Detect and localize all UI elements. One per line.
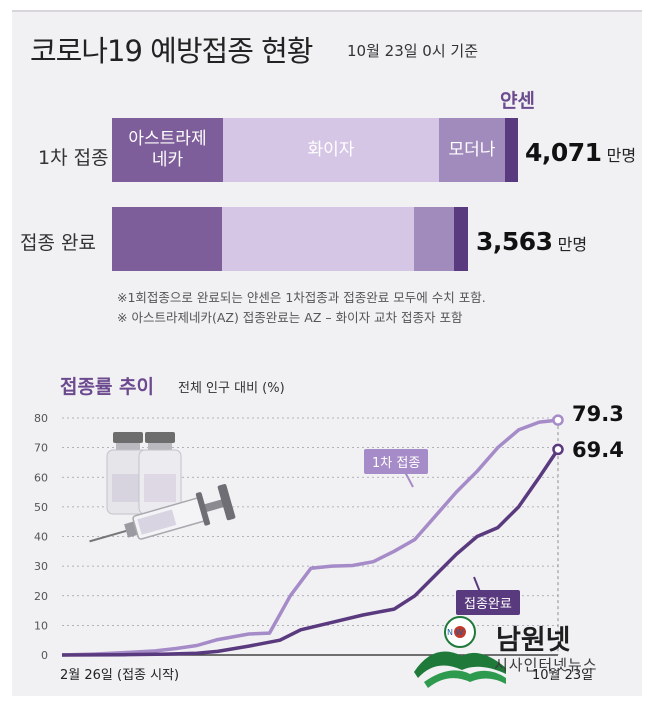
y-tick-label: 50 [34, 501, 48, 514]
syringe-icon [89, 484, 236, 543]
bar-segment-moderna: 모더나 [439, 118, 505, 182]
segment-label-astrazeneca: 아스트라제네카 [128, 129, 207, 170]
segment-label-moderna: 모더나 [448, 139, 496, 160]
total-unit-first-dose: 만명 [606, 146, 637, 165]
x-label-end: 10월 23일 [532, 668, 594, 683]
y-tick-label: 40 [34, 531, 48, 544]
line-chart-title: 접종률 추이 [60, 376, 155, 398]
total-fully-vaccinated: 3,563 만명 [476, 227, 587, 256]
x-label-start: 2월 26일 (접종 시작) [60, 668, 180, 683]
brand-logo: N W [414, 616, 506, 688]
end-value-fully-vaccinated: 69.4 [572, 438, 624, 462]
bar-segment-janssen [505, 118, 518, 182]
bar-row-first-dose: 아스트라제네카 화이자 모더나 [112, 118, 518, 182]
page-title: 코로나19 예방접종 현황 [30, 34, 313, 68]
bar-row-fully-vaccinated [112, 207, 468, 271]
end-value-first-dose: 79.3 [572, 402, 624, 426]
brand-name: 남원넷 [496, 625, 571, 656]
callout-pointer-fully-vaccinated [473, 576, 481, 593]
segment-label-pfizer: 화이자 [307, 139, 355, 160]
callout-fully-vaccinated: 접종완료 [456, 590, 520, 615]
bar-segment-janssen-2 [454, 207, 468, 271]
vial-cap-icon [113, 432, 143, 443]
total-value-first-dose: 4,071 [525, 138, 602, 167]
callout-pointer-first-dose [404, 471, 414, 488]
line-chart-subtitle: 전체 인구 대비 (%) [178, 381, 285, 396]
total-value-fully-vaccinated: 3,563 [476, 227, 553, 256]
bar-segment-pfizer-2 [222, 207, 414, 271]
mountain-icon [414, 651, 506, 678]
note-janssen: ※1회접종으로 완료되는 얀센은 1차접종과 접종완료 모두에 수치 포함. [117, 290, 486, 305]
end-point-first-dose [552, 414, 564, 426]
y-tick-label: 80 [34, 412, 48, 425]
callout-first-dose: 1차 접종 [364, 449, 429, 474]
y-tick-label: 20 [34, 590, 48, 603]
y-tick-label: 70 [34, 442, 48, 455]
vial-cap-icon-2 [145, 432, 175, 443]
bar-segment-astrazeneca: 아스트라제네카 [112, 118, 223, 182]
mountain-icon-2 [424, 670, 506, 688]
segment-label-janssen: 얀센 [500, 90, 535, 112]
row-label-first-dose: 1차 접종 [38, 147, 109, 169]
brand-subtitle: 시사인터넷뉴스 [494, 656, 598, 674]
total-first-dose: 4,071 만명 [525, 138, 636, 167]
line-series [61, 414, 564, 657]
total-unit-fully-vaccinated: 만명 [557, 235, 588, 254]
series-line-fully-vaccinated [61, 448, 560, 657]
bar-segment-astrazeneca-2 [112, 207, 222, 271]
bar-segment-moderna-2 [414, 207, 454, 271]
as-of-date: 10월 23일 0시 기준 [347, 42, 479, 60]
end-point-fully-vaccinated [552, 443, 564, 456]
note-astrazeneca-cross: ※ 아스트라제네카(AZ) 접종완료는 AZ – 화이자 교차 접종자 포함 [117, 310, 463, 325]
row-label-fully-vaccinated: 접종 완료 [20, 232, 96, 254]
y-tick-label: 10 [34, 619, 48, 632]
logo-caption: N W [447, 628, 464, 637]
vaccine-illustration [89, 432, 236, 543]
series-line-first-dose [61, 418, 559, 657]
y-tick-label: 30 [34, 560, 48, 573]
bar-segment-pfizer: 화이자 [223, 118, 439, 182]
y-tick-label: 0 [41, 649, 48, 662]
y-tick-label: 60 [34, 471, 48, 484]
